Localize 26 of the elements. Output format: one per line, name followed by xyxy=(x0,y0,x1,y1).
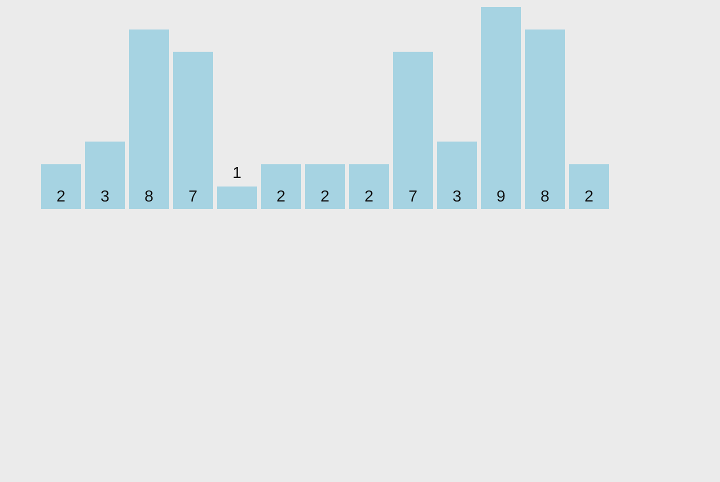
data-label: 7 xyxy=(188,188,198,206)
data-label: 2 xyxy=(56,188,66,206)
data-label: 2 xyxy=(364,188,374,206)
bar xyxy=(349,164,389,209)
bar xyxy=(305,164,345,209)
bar xyxy=(569,164,609,209)
data-label: 2 xyxy=(276,188,286,206)
bar xyxy=(261,164,301,209)
bar xyxy=(437,142,477,209)
bar xyxy=(85,142,125,209)
data-label: 3 xyxy=(452,188,462,206)
bar xyxy=(41,164,81,209)
data-label: 8 xyxy=(144,188,154,206)
bar xyxy=(217,186,257,209)
data-label: 1 xyxy=(232,164,242,182)
data-label: 8 xyxy=(540,188,550,206)
data-label: 2 xyxy=(320,188,330,206)
data-label: 2 xyxy=(584,188,594,206)
bar xyxy=(481,7,521,209)
bar xyxy=(129,29,169,209)
data-label: 3 xyxy=(100,188,110,206)
data-label: 7 xyxy=(408,188,418,206)
bar xyxy=(393,52,433,209)
data-label: 9 xyxy=(496,188,506,206)
bar xyxy=(173,52,213,209)
bar xyxy=(525,29,565,209)
